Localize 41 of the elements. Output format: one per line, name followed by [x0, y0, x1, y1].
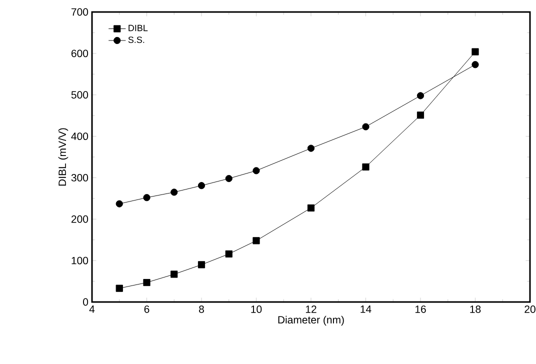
x-tick-label: 20	[524, 306, 536, 313]
point	[307, 144, 315, 152]
point	[252, 167, 260, 174]
point	[170, 270, 178, 278]
legend-label: S.S.	[128, 36, 144, 43]
x-tick-label: 18	[470, 306, 481, 313]
y-tick-label: 600	[71, 50, 88, 58]
point	[362, 123, 370, 130]
y-tick-label: 100	[72, 256, 88, 264]
legend-label: DIBL	[128, 24, 148, 32]
point	[116, 200, 123, 208]
point	[472, 48, 479, 56]
point	[116, 284, 123, 292]
point	[143, 194, 150, 202]
point	[225, 174, 232, 182]
x-tick-label: 6	[144, 306, 150, 313]
point	[307, 204, 315, 212]
y-tick-label: 400	[71, 132, 88, 140]
point	[472, 61, 479, 68]
y-tick-label: 500	[71, 91, 88, 99]
x-tick-label: 16	[415, 306, 426, 313]
point	[198, 182, 206, 190]
point	[198, 261, 206, 268]
point	[362, 163, 370, 170]
point	[252, 237, 260, 244]
point	[416, 112, 424, 119]
x-tick-label: 8	[199, 306, 204, 313]
point	[225, 250, 232, 258]
x-tick-label: 12	[306, 306, 316, 313]
point	[170, 188, 178, 196]
y-tick-label: 0	[83, 298, 88, 306]
y-tick-label: 700	[71, 8, 88, 16]
y-tick-label: 300	[71, 174, 88, 182]
x-tick-label: 10	[251, 306, 262, 313]
y-tick-label: 200	[71, 215, 88, 223]
point	[416, 92, 424, 100]
x-tick-label: 4	[89, 306, 95, 313]
y-axis-title: DIBL (mV/V)	[58, 128, 68, 186]
point	[143, 278, 150, 286]
x-axis-title: Diameter (nm)	[278, 316, 344, 326]
x-tick-label: 14	[360, 306, 372, 313]
